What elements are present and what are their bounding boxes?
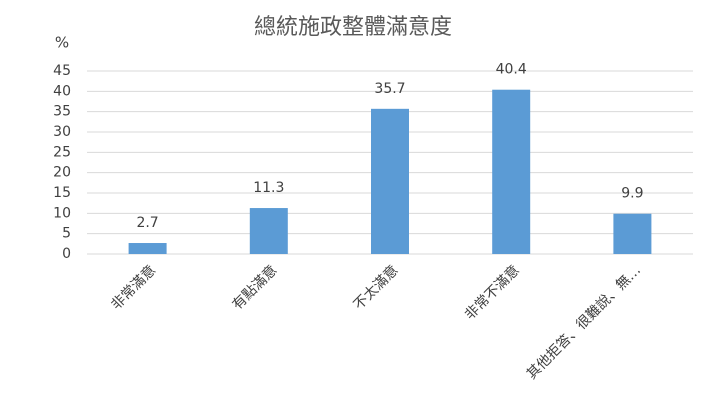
y-tick-label: 5 xyxy=(62,226,71,242)
bar xyxy=(249,208,288,254)
data-label: 35.7 xyxy=(374,81,405,97)
y-tick-label: 0 xyxy=(62,246,71,262)
data-label: 2.7 xyxy=(136,215,158,231)
y-tick-label: 20 xyxy=(53,165,71,181)
y-tick-label: 10 xyxy=(53,205,71,221)
bar xyxy=(492,89,531,254)
y-tick-label: 45 xyxy=(53,63,71,79)
data-label: 9.9 xyxy=(621,186,643,202)
y-tick-label: 30 xyxy=(53,124,71,140)
y-tick-label: 40 xyxy=(53,83,71,99)
y-tick-label: 35 xyxy=(53,104,71,120)
y-tick-label: 25 xyxy=(53,144,71,160)
chart-title: 總統施政整體滿意度 xyxy=(254,15,452,40)
y-axis-label: % xyxy=(55,34,69,52)
bar xyxy=(613,213,652,254)
y-tick-label: 15 xyxy=(53,185,71,201)
bar xyxy=(128,243,167,254)
bar xyxy=(371,108,409,254)
data-label: 11.3 xyxy=(253,180,284,196)
data-label: 40.4 xyxy=(496,62,527,78)
